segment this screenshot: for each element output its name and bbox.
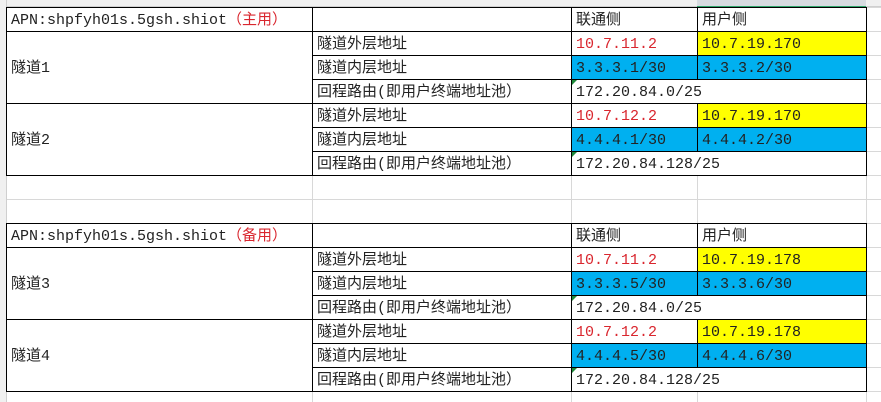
outer-user-cell[interactable]: 10.7.19.170	[697, 31, 867, 56]
inner-user: 4.4.4.2/30	[702, 132, 793, 149]
tunnel-name-cell[interactable]: 隧道2	[6, 103, 313, 176]
inner-unicom-cell[interactable]: 4.4.4.1/30	[571, 127, 698, 152]
outer-label-cell[interactable]: 隧道外层地址	[312, 103, 572, 128]
column-line	[866, 0, 867, 402]
inner-label-cell[interactable]: 隧道内层地址	[312, 55, 572, 80]
outer-unicom-cell[interactable]: 10.7.11.2	[571, 247, 698, 272]
apn-cell[interactable]: APN:shpfyh01s.5gsh.shiot （主用）	[6, 7, 313, 32]
inner-label-cell[interactable]: 隧道内层地址	[312, 271, 572, 296]
outer-unicom: 10.7.12.2	[576, 108, 658, 125]
apn-role: （主用）	[227, 12, 288, 29]
route-cell[interactable]: 172.20.84.128/25	[571, 367, 867, 392]
header-unicom[interactable]: 联通侧	[571, 7, 698, 32]
column-line	[312, 0, 313, 402]
route-label-cell[interactable]: 回程路由(即用户终端地址池）	[312, 151, 572, 176]
outer-unicom: 10.7.11.2	[576, 36, 658, 53]
empty-cell[interactable]	[312, 7, 572, 32]
inner-label-cell[interactable]: 隧道内层地址	[312, 127, 572, 152]
inner-label: 隧道内层地址	[317, 348, 408, 365]
tunnel-name: 隧道2	[11, 132, 51, 149]
inner-user: 3.3.3.6/30	[702, 276, 793, 293]
header-user[interactable]: 用户侧	[697, 7, 867, 32]
column-header-strip[interactable]	[0, 0, 881, 8]
column-line	[697, 0, 698, 402]
inner-unicom: 3.3.3.1/30	[576, 60, 667, 77]
outer-label-cell[interactable]: 隧道外层地址	[312, 247, 572, 272]
outer-user: 10.7.19.178	[702, 252, 802, 269]
row-header-strip[interactable]	[0, 0, 7, 402]
route-value: 172.20.84.128/25	[576, 156, 721, 173]
inner-user: 3.3.3.2/30	[702, 60, 793, 77]
inner-unicom-cell[interactable]: 3.3.3.1/30	[571, 55, 698, 80]
outer-unicom: 10.7.12.2	[576, 324, 658, 341]
route-cell[interactable]: 172.20.84.128/25	[571, 151, 867, 176]
inner-unicom: 4.4.4.1/30	[576, 132, 667, 149]
inner-unicom-cell[interactable]: 3.3.3.5/30	[571, 271, 698, 296]
outer-label-cell[interactable]: 隧道外层地址	[312, 31, 572, 56]
outer-user-cell[interactable]: 10.7.19.178	[697, 247, 867, 272]
inner-user-cell[interactable]: 4.4.4.6/30	[697, 343, 867, 368]
route-value: 172.20.84.0/25	[576, 300, 703, 317]
route-label: 回程路由(即用户终端地址池）	[317, 156, 522, 173]
header-unicom[interactable]: 联通侧	[571, 223, 698, 248]
inner-label: 隧道内层地址	[317, 276, 408, 293]
outer-user: 10.7.19.170	[702, 36, 802, 53]
tunnel-name: 隧道3	[11, 276, 51, 293]
outer-user-cell[interactable]: 10.7.19.178	[697, 319, 867, 344]
tunnel-name: 隧道4	[11, 348, 51, 365]
header-unicom-label: 联通侧	[576, 228, 622, 245]
comment-indicator-icon	[572, 152, 577, 157]
route-cell[interactable]: 172.20.84.0/25	[571, 295, 867, 320]
outer-unicom: 10.7.11.2	[576, 252, 658, 269]
apn-text: APN:shpfyh01s.5gsh.shiot	[11, 12, 228, 29]
comment-indicator-icon	[572, 80, 577, 85]
outer-label-cell[interactable]: 隧道外层地址	[312, 319, 572, 344]
inner-user-cell[interactable]: 3.3.3.2/30	[697, 55, 867, 80]
tunnel-name-cell[interactable]: 隧道3	[6, 247, 313, 320]
route-label-cell[interactable]: 回程路由(即用户终端地址池）	[312, 367, 572, 392]
apn-cell[interactable]: APN:shpfyh01s.5gsh.shiot （备用）	[6, 223, 313, 248]
inner-unicom: 3.3.3.5/30	[576, 276, 667, 293]
outer-user: 10.7.19.170	[702, 108, 802, 125]
tunnel-name-cell[interactable]: 隧道4	[6, 319, 313, 392]
route-label-cell[interactable]: 回程路由(即用户终端地址池）	[312, 79, 572, 104]
route-label: 回程路由(即用户终端地址池）	[317, 372, 522, 389]
empty-cell[interactable]	[312, 223, 572, 248]
header-user-label: 用户侧	[702, 228, 748, 245]
outer-unicom-cell[interactable]: 10.7.11.2	[571, 31, 698, 56]
inner-label: 隧道内层地址	[317, 60, 408, 77]
outer-unicom-cell[interactable]: 10.7.12.2	[571, 103, 698, 128]
header-unicom-label: 联通侧	[576, 12, 622, 29]
route-label: 回程路由(即用户终端地址池）	[317, 84, 522, 101]
outer-label: 隧道外层地址	[317, 324, 408, 341]
outer-label: 隧道外层地址	[317, 252, 408, 269]
apn-text: APN:shpfyh01s.5gsh.shiot	[11, 228, 228, 245]
route-cell[interactable]: 172.20.84.0/25	[571, 79, 867, 104]
route-label: 回程路由(即用户终端地址池）	[317, 300, 522, 317]
outer-label: 隧道外层地址	[317, 108, 408, 125]
inner-user-cell[interactable]: 3.3.3.6/30	[697, 271, 867, 296]
route-value: 172.20.84.0/25	[576, 84, 703, 101]
tunnel-name-cell[interactable]: 隧道1	[6, 31, 313, 104]
outer-user: 10.7.19.178	[702, 324, 802, 341]
header-user-label: 用户侧	[702, 12, 748, 29]
apn-role: （备用）	[227, 228, 288, 245]
outer-user-cell[interactable]: 10.7.19.170	[697, 103, 867, 128]
comment-indicator-icon	[572, 296, 577, 301]
header-user[interactable]: 用户侧	[697, 223, 867, 248]
inner-user-cell[interactable]: 4.4.4.2/30	[697, 127, 867, 152]
route-value: 172.20.84.128/25	[576, 372, 721, 389]
outer-label: 隧道外层地址	[317, 36, 408, 53]
inner-unicom-cell[interactable]: 4.4.4.5/30	[571, 343, 698, 368]
tunnel-name: 隧道1	[11, 60, 51, 77]
inner-label: 隧道内层地址	[317, 132, 408, 149]
inner-label-cell[interactable]: 隧道内层地址	[312, 343, 572, 368]
outer-unicom-cell[interactable]: 10.7.12.2	[571, 319, 698, 344]
route-label-cell[interactable]: 回程路由(即用户终端地址池）	[312, 295, 572, 320]
inner-user: 4.4.4.6/30	[702, 348, 793, 365]
inner-unicom: 4.4.4.5/30	[576, 348, 667, 365]
comment-indicator-icon	[572, 368, 577, 373]
column-line	[571, 0, 572, 402]
